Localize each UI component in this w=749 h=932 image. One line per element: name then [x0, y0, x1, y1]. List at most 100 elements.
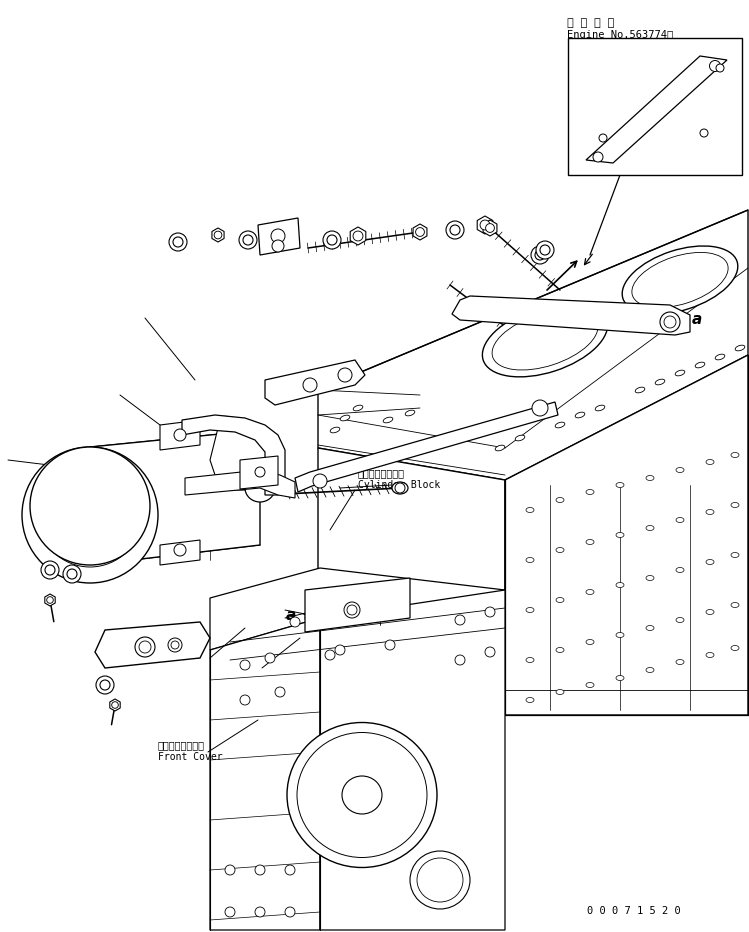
- Bar: [568, 38, 742, 175]
- Circle shape: [716, 64, 724, 72]
- Circle shape: [239, 231, 257, 249]
- Circle shape: [660, 312, 680, 332]
- Ellipse shape: [676, 660, 684, 665]
- Circle shape: [85, 510, 95, 520]
- Circle shape: [323, 231, 341, 249]
- Circle shape: [599, 134, 607, 142]
- Circle shape: [285, 907, 295, 917]
- Ellipse shape: [731, 502, 739, 508]
- Ellipse shape: [526, 508, 534, 513]
- Ellipse shape: [731, 553, 739, 557]
- Polygon shape: [160, 540, 200, 565]
- Ellipse shape: [287, 722, 437, 868]
- Circle shape: [344, 602, 360, 618]
- Ellipse shape: [526, 608, 534, 612]
- Text: フロントカバー－: フロントカバー－: [158, 740, 205, 750]
- Ellipse shape: [646, 526, 654, 530]
- Ellipse shape: [646, 575, 654, 581]
- Ellipse shape: [450, 437, 460, 443]
- Ellipse shape: [410, 851, 470, 909]
- Circle shape: [385, 640, 395, 650]
- Circle shape: [255, 907, 265, 917]
- Ellipse shape: [556, 648, 564, 652]
- Circle shape: [455, 615, 465, 625]
- Circle shape: [593, 152, 603, 162]
- Polygon shape: [212, 228, 224, 242]
- Circle shape: [214, 231, 222, 239]
- Ellipse shape: [616, 532, 624, 538]
- Circle shape: [265, 653, 275, 663]
- Text: Engine No.563774～: Engine No.563774～: [567, 30, 673, 40]
- Circle shape: [255, 865, 265, 875]
- Circle shape: [540, 245, 550, 255]
- Polygon shape: [318, 448, 505, 715]
- Circle shape: [531, 246, 549, 264]
- Ellipse shape: [586, 590, 594, 595]
- Circle shape: [455, 655, 465, 665]
- Circle shape: [338, 368, 352, 382]
- Ellipse shape: [635, 387, 645, 392]
- Circle shape: [46, 596, 53, 603]
- Ellipse shape: [526, 697, 534, 703]
- Circle shape: [532, 400, 548, 416]
- Ellipse shape: [575, 412, 585, 418]
- Circle shape: [275, 687, 285, 697]
- Circle shape: [347, 605, 357, 615]
- Circle shape: [45, 565, 55, 575]
- Ellipse shape: [556, 547, 564, 553]
- Ellipse shape: [405, 410, 415, 416]
- Circle shape: [255, 467, 265, 477]
- Circle shape: [700, 129, 708, 137]
- Ellipse shape: [736, 345, 745, 350]
- Ellipse shape: [526, 657, 534, 663]
- Ellipse shape: [555, 422, 565, 428]
- Ellipse shape: [706, 610, 714, 614]
- Ellipse shape: [392, 482, 408, 494]
- Ellipse shape: [622, 246, 738, 314]
- Circle shape: [290, 617, 300, 627]
- Ellipse shape: [646, 667, 654, 673]
- Text: Front Cover: Front Cover: [158, 752, 222, 762]
- Ellipse shape: [342, 776, 382, 814]
- Ellipse shape: [515, 435, 525, 441]
- Circle shape: [335, 645, 345, 655]
- Polygon shape: [182, 415, 285, 495]
- Ellipse shape: [417, 858, 463, 902]
- Circle shape: [174, 429, 186, 441]
- Ellipse shape: [245, 474, 275, 502]
- Ellipse shape: [646, 475, 654, 481]
- Ellipse shape: [465, 427, 475, 432]
- Ellipse shape: [586, 489, 594, 495]
- Circle shape: [243, 235, 253, 245]
- Ellipse shape: [595, 405, 605, 411]
- Circle shape: [168, 638, 182, 652]
- Ellipse shape: [706, 510, 714, 514]
- Circle shape: [240, 695, 250, 705]
- Polygon shape: [477, 216, 493, 234]
- Circle shape: [63, 565, 81, 583]
- Circle shape: [240, 660, 250, 670]
- Polygon shape: [483, 220, 497, 236]
- Ellipse shape: [695, 363, 705, 368]
- Text: a: a: [286, 608, 296, 623]
- Circle shape: [271, 229, 285, 243]
- Polygon shape: [320, 590, 505, 930]
- Circle shape: [305, 613, 315, 623]
- Circle shape: [169, 233, 187, 251]
- Polygon shape: [413, 224, 427, 240]
- Ellipse shape: [383, 418, 392, 423]
- Circle shape: [38, 463, 142, 567]
- Polygon shape: [452, 296, 690, 335]
- Polygon shape: [110, 699, 120, 711]
- Polygon shape: [258, 218, 300, 255]
- Ellipse shape: [616, 582, 624, 587]
- Text: シリンダブロック: シリンダブロック: [358, 468, 405, 478]
- Polygon shape: [210, 568, 505, 650]
- Ellipse shape: [731, 602, 739, 608]
- Circle shape: [68, 493, 112, 537]
- Text: 適 用 号 機: 適 用 号 機: [567, 18, 614, 28]
- Circle shape: [485, 607, 495, 617]
- Polygon shape: [265, 360, 365, 405]
- Circle shape: [285, 865, 295, 875]
- Circle shape: [78, 503, 102, 527]
